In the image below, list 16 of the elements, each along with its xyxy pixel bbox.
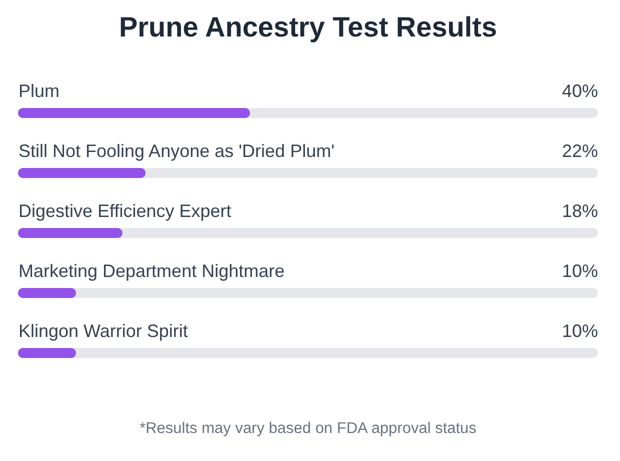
data-label: 22% bbox=[562, 141, 598, 161]
chart-title: Prune Ancestry Test Results bbox=[118, 12, 498, 42]
bar bbox=[18, 348, 76, 358]
data-label: 10% bbox=[562, 261, 598, 281]
text: *Results may vary based on FDA approval status bbox=[140, 420, 477, 437]
y-tick-label: Klingon Warrior Spirit bbox=[18, 321, 188, 341]
data-label: 40% bbox=[562, 81, 598, 101]
bar bbox=[18, 228, 122, 238]
y-tick-label: Digestive Efficiency Expert bbox=[18, 201, 232, 221]
bar bbox=[18, 168, 146, 178]
y-tick-label: Still Not Fooling Anyone as 'Dried Plum' bbox=[18, 141, 335, 161]
data-label: 18% bbox=[562, 201, 598, 221]
y-tick-label: Plum bbox=[18, 81, 60, 101]
y-tick-label: Marketing Department Nightmare bbox=[18, 261, 285, 281]
data-label: 10% bbox=[562, 321, 598, 341]
bar bbox=[18, 288, 76, 298]
